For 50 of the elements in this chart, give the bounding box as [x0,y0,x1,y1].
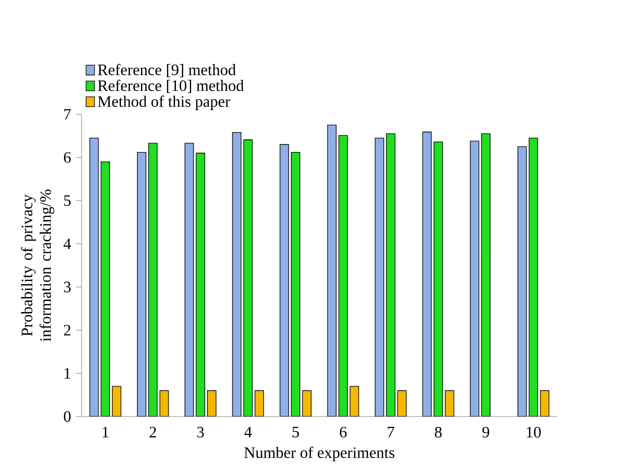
bar [397,390,407,417]
bar [444,390,454,417]
x-tick-label: 9 [482,426,490,438]
bar [280,144,289,417]
bar [327,124,337,417]
x-tick-label: 2 [150,426,156,438]
bar [374,138,384,417]
bar [148,142,158,417]
y-tick-label: 6 [64,152,71,163]
y-tick-label: 5 [64,195,71,206]
bar [302,390,312,417]
legend-label: Method of this paper [98,96,230,110]
bar [243,139,253,417]
bar [100,161,110,417]
bar [386,133,396,417]
y-tick-label: 1 [64,368,70,379]
bar [422,132,432,417]
bar [528,138,538,417]
y-tick-label: 3 [64,282,71,292]
x-tick-label: 8 [434,426,442,438]
bar [338,135,348,417]
x-tick-label: 10 [526,426,541,438]
bar [112,386,122,417]
bar [160,390,169,417]
bar [196,152,206,417]
x-tick-label: 3 [197,426,204,438]
bar [254,390,264,417]
y-tick-label: 7 [64,109,71,120]
x-axis-title: Number of experiments [244,446,394,462]
bar [89,138,99,417]
x-tick-label: 1 [102,426,108,438]
bar [184,142,194,417]
bar [350,386,360,417]
bar [434,142,443,417]
legend-label: Reference [10] method [98,80,244,94]
bar [470,140,480,417]
bar [481,133,490,417]
y-axis-title: Probability of privacy information cracking/% [21,190,54,342]
x-tick-label: 5 [292,426,299,438]
x-tick-label: 4 [244,426,252,438]
y-tick-label: 2 [64,324,70,336]
bar [137,152,146,417]
bar [290,152,300,417]
bar [540,390,550,417]
legend-label: Reference [9] method [98,64,236,78]
bar [518,146,527,417]
x-tick-label: 7 [388,426,394,438]
x-tick-label: 6 [340,426,347,438]
y-tick-label: 4 [64,238,71,250]
y-tick-label: 0 [64,411,71,422]
